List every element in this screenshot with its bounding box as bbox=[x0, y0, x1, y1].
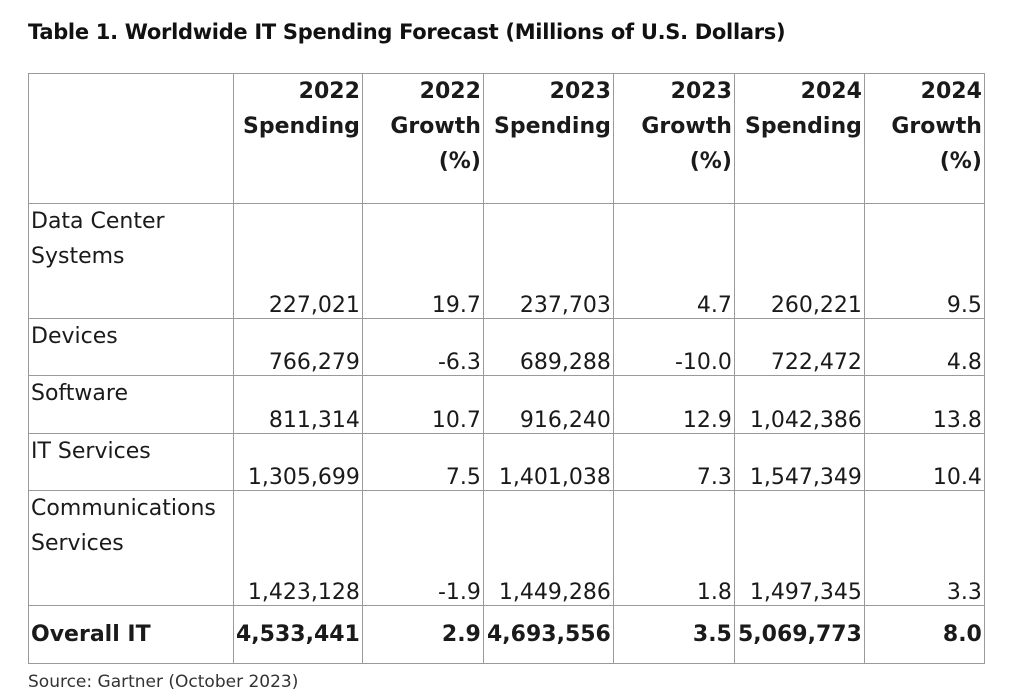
cell-2024-spending: 1,547,349 bbox=[733, 433, 865, 491]
cell-2024-growth: 3.3 bbox=[863, 490, 985, 606]
header-2024-growth: 2024 Growth (%) bbox=[863, 73, 985, 204]
cell-2023-growth: 4.7 bbox=[612, 203, 735, 319]
cell-2022-growth: 10.7 bbox=[361, 375, 484, 434]
cell-2023-growth: 12.9 bbox=[612, 375, 735, 434]
cell-2023-spending: 916,240 bbox=[482, 375, 614, 434]
header-line: 2024 bbox=[920, 79, 982, 104]
cell-2023-spending: 689,288 bbox=[482, 318, 614, 376]
cell-2022-growth: 19.7 bbox=[361, 203, 484, 319]
header-line: Growth bbox=[390, 114, 481, 139]
cell-2023-growth: 7.3 bbox=[612, 433, 735, 491]
header-corner bbox=[28, 73, 234, 204]
row-label: Communications Services bbox=[28, 490, 234, 606]
cell-2022-spending: 811,314 bbox=[233, 375, 363, 434]
cell-2022-growth: 7.5 bbox=[361, 433, 484, 491]
row-label-line: Software bbox=[31, 381, 128, 406]
total-2024-growth: 8.0 bbox=[863, 605, 985, 664]
cell-2023-spending: 237,703 bbox=[482, 203, 614, 319]
total-2023-spending: 4,693,556 bbox=[482, 605, 614, 664]
cell-2024-spending: 1,497,345 bbox=[733, 490, 865, 606]
cell-2024-growth: 13.8 bbox=[863, 375, 985, 434]
total-2022-spending: 4,533,441 bbox=[233, 605, 363, 664]
row-label: Data Center Systems bbox=[28, 203, 234, 319]
table-row: Communications Services 1,423,128 -1.9 1,… bbox=[28, 490, 985, 606]
row-label-line: Data Center bbox=[31, 209, 165, 234]
row-label: Devices bbox=[28, 318, 234, 376]
header-line: 2023 bbox=[670, 79, 732, 104]
row-label-line: IT Services bbox=[31, 439, 151, 464]
cell-2023-spending: 1,449,286 bbox=[482, 490, 614, 606]
header-line: 2022 bbox=[419, 79, 481, 104]
header-line: (%) bbox=[939, 149, 982, 174]
cell-2024-growth: 4.8 bbox=[863, 318, 985, 376]
header-line: Growth bbox=[641, 114, 732, 139]
table-row: IT Services 1,305,699 7.5 1,401,038 7.3 … bbox=[28, 433, 985, 491]
header-line: (%) bbox=[438, 149, 481, 174]
cell-2022-spending: 1,305,699 bbox=[233, 433, 363, 491]
table-row: Software 811,314 10.7 916,240 12.9 1,042… bbox=[28, 375, 985, 434]
table-row: Data Center Systems 227,021 19.7 237,703 … bbox=[28, 203, 985, 319]
total-row: Overall IT 4,533,441 2.9 4,693,556 3.5 5… bbox=[28, 605, 985, 664]
row-label: IT Services bbox=[28, 433, 234, 491]
cell-2023-growth: 1.8 bbox=[612, 490, 735, 606]
row-label: Software bbox=[28, 375, 234, 434]
header-line: Spending bbox=[745, 114, 862, 139]
cell-2022-growth: -1.9 bbox=[361, 490, 484, 606]
total-label: Overall IT bbox=[28, 605, 234, 664]
row-label-line: Systems bbox=[31, 244, 125, 269]
header-row: 2022 Spending 2022 Growth (%) 2023 Spending … bbox=[28, 73, 985, 204]
header-line: Spending bbox=[243, 114, 360, 139]
cell-2022-spending: 766,279 bbox=[233, 318, 363, 376]
header-line: 2022 bbox=[298, 79, 360, 104]
header-line: Spending bbox=[494, 114, 611, 139]
cell-2022-growth: -6.3 bbox=[361, 318, 484, 376]
total-2022-growth: 2.9 bbox=[361, 605, 484, 664]
header-2022-growth: 2022 Growth (%) bbox=[361, 73, 484, 204]
row-label-line: Communications bbox=[31, 496, 216, 521]
table-title: Table 1. Worldwide IT Spending Forecast … bbox=[28, 20, 786, 44]
cell-2024-spending: 722,472 bbox=[733, 318, 865, 376]
header-line: Growth bbox=[891, 114, 982, 139]
header-2024-spending: 2024 Spending bbox=[733, 73, 865, 204]
table-row: Devices 766,279 -6.3 689,288 -10.0 722,4… bbox=[28, 318, 985, 376]
cell-2022-spending: 1,423,128 bbox=[233, 490, 363, 606]
header-2023-growth: 2023 Growth (%) bbox=[612, 73, 735, 204]
row-label-line: Devices bbox=[31, 324, 118, 349]
header-2022-spending: 2022 Spending bbox=[233, 73, 363, 204]
total-2024-spending: 5,069,773 bbox=[733, 605, 865, 664]
cell-2024-spending: 1,042,386 bbox=[733, 375, 865, 434]
header-line: 2023 bbox=[549, 79, 611, 104]
source-note: Source: Gartner (October 2023) bbox=[28, 672, 299, 692]
cell-2023-growth: -10.0 bbox=[612, 318, 735, 376]
cell-2024-growth: 9.5 bbox=[863, 203, 985, 319]
header-2023-spending: 2023 Spending bbox=[482, 73, 614, 204]
cell-2024-spending: 260,221 bbox=[733, 203, 865, 319]
it-spending-table: 2022 Spending 2022 Growth (%) 2023 Spending … bbox=[28, 73, 985, 664]
cell-2024-growth: 10.4 bbox=[863, 433, 985, 491]
header-line: (%) bbox=[689, 149, 732, 174]
total-2023-growth: 3.5 bbox=[612, 605, 735, 664]
header-line: 2024 bbox=[800, 79, 862, 104]
cell-2023-spending: 1,401,038 bbox=[482, 433, 614, 491]
cell-2022-spending: 227,021 bbox=[233, 203, 363, 319]
row-label-line: Services bbox=[31, 531, 124, 556]
